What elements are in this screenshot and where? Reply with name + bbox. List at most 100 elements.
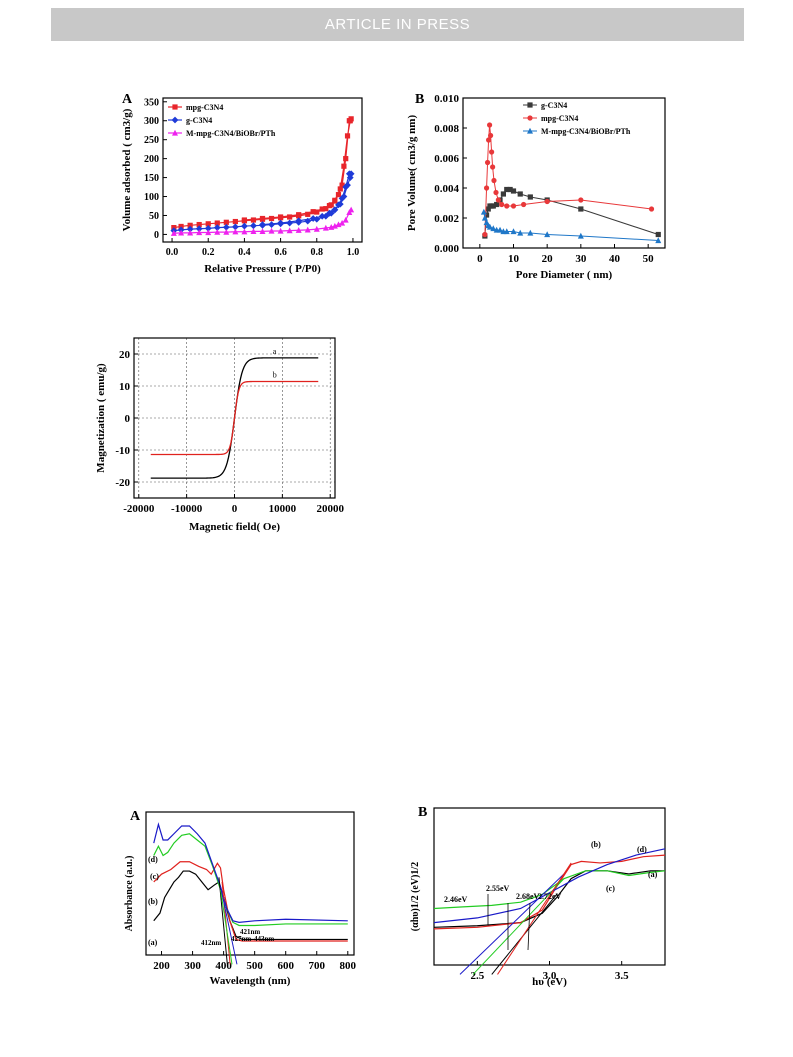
plot-frame <box>145 811 355 956</box>
data-point <box>322 212 330 220</box>
series-label: (a) <box>648 870 658 879</box>
x-tick-label: 0.0 <box>166 247 179 258</box>
data-point <box>480 208 487 215</box>
x-tick-label: 400 <box>215 960 232 972</box>
data-point <box>497 226 504 233</box>
y-axis-title: (αhυ)1/2 (eV)1/2 <box>410 862 421 931</box>
legend-marker <box>527 127 533 134</box>
data-point <box>205 221 211 227</box>
legend-marker <box>527 115 533 121</box>
y-tick-label: 0 <box>154 230 159 241</box>
data-point <box>499 201 505 208</box>
series-label: (c) <box>606 884 615 893</box>
series-m-mpg-c3n4-biobr-pth: M-mpg-C3N4/BiOBr/PTh <box>168 129 355 236</box>
figure-bet-isotherm: 0.0 0.2 0.4 0.6 0.8 1.0 0 50 100 150 200 250 300 350 A… <box>121 92 363 275</box>
panel-label: B <box>418 805 427 820</box>
data-point <box>339 219 346 226</box>
y-tick-label: 20 <box>119 349 131 361</box>
legend-label: g-C3N4 <box>541 101 567 110</box>
edge-annotation: 427nm <box>231 935 251 943</box>
data-point <box>484 159 491 166</box>
x-tick-label: -20000 <box>123 503 155 515</box>
y-tick-label: 200 <box>144 154 159 165</box>
data-point <box>286 227 293 234</box>
edge-annotation: 421nm <box>240 928 260 936</box>
data-point <box>195 225 203 233</box>
x-tick-label: 20 <box>542 253 554 265</box>
series-line-3 <box>433 848 666 924</box>
y-axis-title: Magnetization ( emu/g) <box>95 363 107 473</box>
data-point <box>490 164 496 170</box>
series-m-mpg-c3n4-biobr-pth: M-mpg-C3N4/BiOBr/PTh <box>480 127 662 244</box>
data-point <box>485 137 492 143</box>
data-point <box>490 203 496 209</box>
data-point <box>304 217 312 225</box>
data-point <box>493 189 499 196</box>
y-tick-label: 350 <box>144 97 159 108</box>
data-point <box>187 222 193 228</box>
series-label: (d) <box>148 855 158 864</box>
data-point <box>517 191 523 197</box>
series-line-1 <box>153 861 348 942</box>
legend-label: g-C3N4 <box>186 116 212 125</box>
x-tick-label: 3.0 <box>543 970 557 982</box>
x-tick-label: 0.4 <box>238 247 251 258</box>
data-point <box>527 229 534 236</box>
data-point <box>331 206 339 214</box>
data-point <box>486 122 493 128</box>
gap-annotation: 2.55eV <box>486 884 510 893</box>
y-tick-label: 150 <box>144 173 159 184</box>
gap-annotation: 2.72eV <box>538 892 562 901</box>
legend-label: M-mpg-C3N4/BiOBr/PTh <box>186 129 276 138</box>
data-point <box>494 201 500 208</box>
x-axis-title: Wavelength (nm) <box>210 975 291 987</box>
data-point <box>544 231 551 238</box>
data-point <box>326 203 333 209</box>
data-point <box>268 221 275 228</box>
data-point <box>510 203 517 209</box>
gap-annotation: 2.46eV <box>444 895 468 904</box>
x-tick-label: 0.2 <box>202 247 215 258</box>
panel-label: A <box>122 92 133 107</box>
data-point <box>491 177 497 184</box>
data-point <box>507 186 513 193</box>
data-point <box>337 186 343 192</box>
data-point <box>319 206 325 212</box>
data-point <box>521 201 527 208</box>
data-point <box>310 209 316 215</box>
data-point <box>204 224 212 232</box>
data-point <box>486 223 493 230</box>
data-point <box>578 206 584 212</box>
data-point <box>490 225 497 232</box>
data-point <box>482 231 488 238</box>
x-axis-title: Pore Diameter ( nm) <box>516 269 613 281</box>
data-point <box>495 197 501 203</box>
figure-magnetization: -20000 -10000 0 10000 20000 -20 -10 0 10 20 Magnet… <box>95 337 344 533</box>
y-tick-label: -20 <box>115 477 130 489</box>
x-tick-label: 10000 <box>269 503 297 515</box>
y-tick-label: 250 <box>144 135 159 146</box>
data-point <box>322 224 329 231</box>
figure-tauc-plot: 2.5 3.0 3.5 Bhυ (eV) (αhυ)1/2 (eV)1/2 (a) (b) (… <box>410 805 666 988</box>
data-point <box>648 206 655 212</box>
y-tick-label: -10 <box>115 445 130 457</box>
tangent-line <box>497 862 572 975</box>
data-point <box>259 228 266 234</box>
data-point <box>259 221 266 228</box>
data-point <box>241 222 248 230</box>
data-point <box>223 219 229 225</box>
data-point <box>295 227 302 233</box>
x-axis-title: Magnetic field( Oe) <box>189 521 280 533</box>
data-point <box>342 216 349 223</box>
x-tick-label: -10000 <box>171 503 203 515</box>
data-point <box>232 228 239 235</box>
y-tick-label: 10 <box>119 381 131 393</box>
magnetization-curve-b: b <box>150 371 319 456</box>
data-point <box>517 229 524 236</box>
data-point <box>268 215 275 222</box>
data-point <box>277 214 284 220</box>
x-tick-label: 200 <box>153 960 170 972</box>
data-point <box>323 206 329 212</box>
plot-frame <box>162 97 363 243</box>
x-tick-label: 0.6 <box>274 247 287 258</box>
